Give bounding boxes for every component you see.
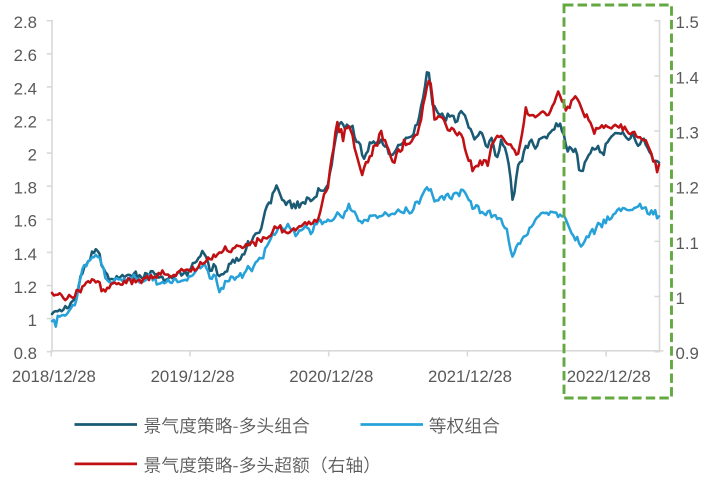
svg-text:1.4: 1.4: [676, 68, 699, 87]
svg-text:1.4: 1.4: [14, 245, 37, 264]
svg-text:0.8: 0.8: [14, 344, 37, 363]
svg-text:2020/12/28: 2020/12/28: [289, 367, 373, 386]
svg-text:1.8: 1.8: [14, 179, 37, 198]
svg-text:1.6: 1.6: [14, 212, 37, 231]
svg-text:1.3: 1.3: [676, 123, 699, 142]
svg-text:2019/12/28: 2019/12/28: [151, 367, 235, 386]
svg-text:2.4: 2.4: [14, 79, 37, 98]
svg-text:1.1: 1.1: [676, 234, 699, 253]
svg-text:1.5: 1.5: [676, 13, 699, 32]
svg-text:1: 1: [676, 289, 685, 308]
svg-text:1.2: 1.2: [14, 278, 37, 297]
svg-text:2022/12/28: 2022/12/28: [567, 367, 651, 386]
svg-text:2.8: 2.8: [14, 13, 37, 32]
svg-text:2021/12/28: 2021/12/28: [428, 367, 512, 386]
svg-text:2: 2: [28, 146, 37, 165]
svg-text:2.6: 2.6: [14, 46, 37, 65]
svg-text:2.2: 2.2: [14, 112, 37, 131]
svg-text:0.9: 0.9: [676, 344, 699, 363]
svg-text:2018/12/28: 2018/12/28: [12, 367, 96, 386]
svg-text:1: 1: [28, 311, 37, 330]
svg-text:1.2: 1.2: [676, 179, 699, 198]
